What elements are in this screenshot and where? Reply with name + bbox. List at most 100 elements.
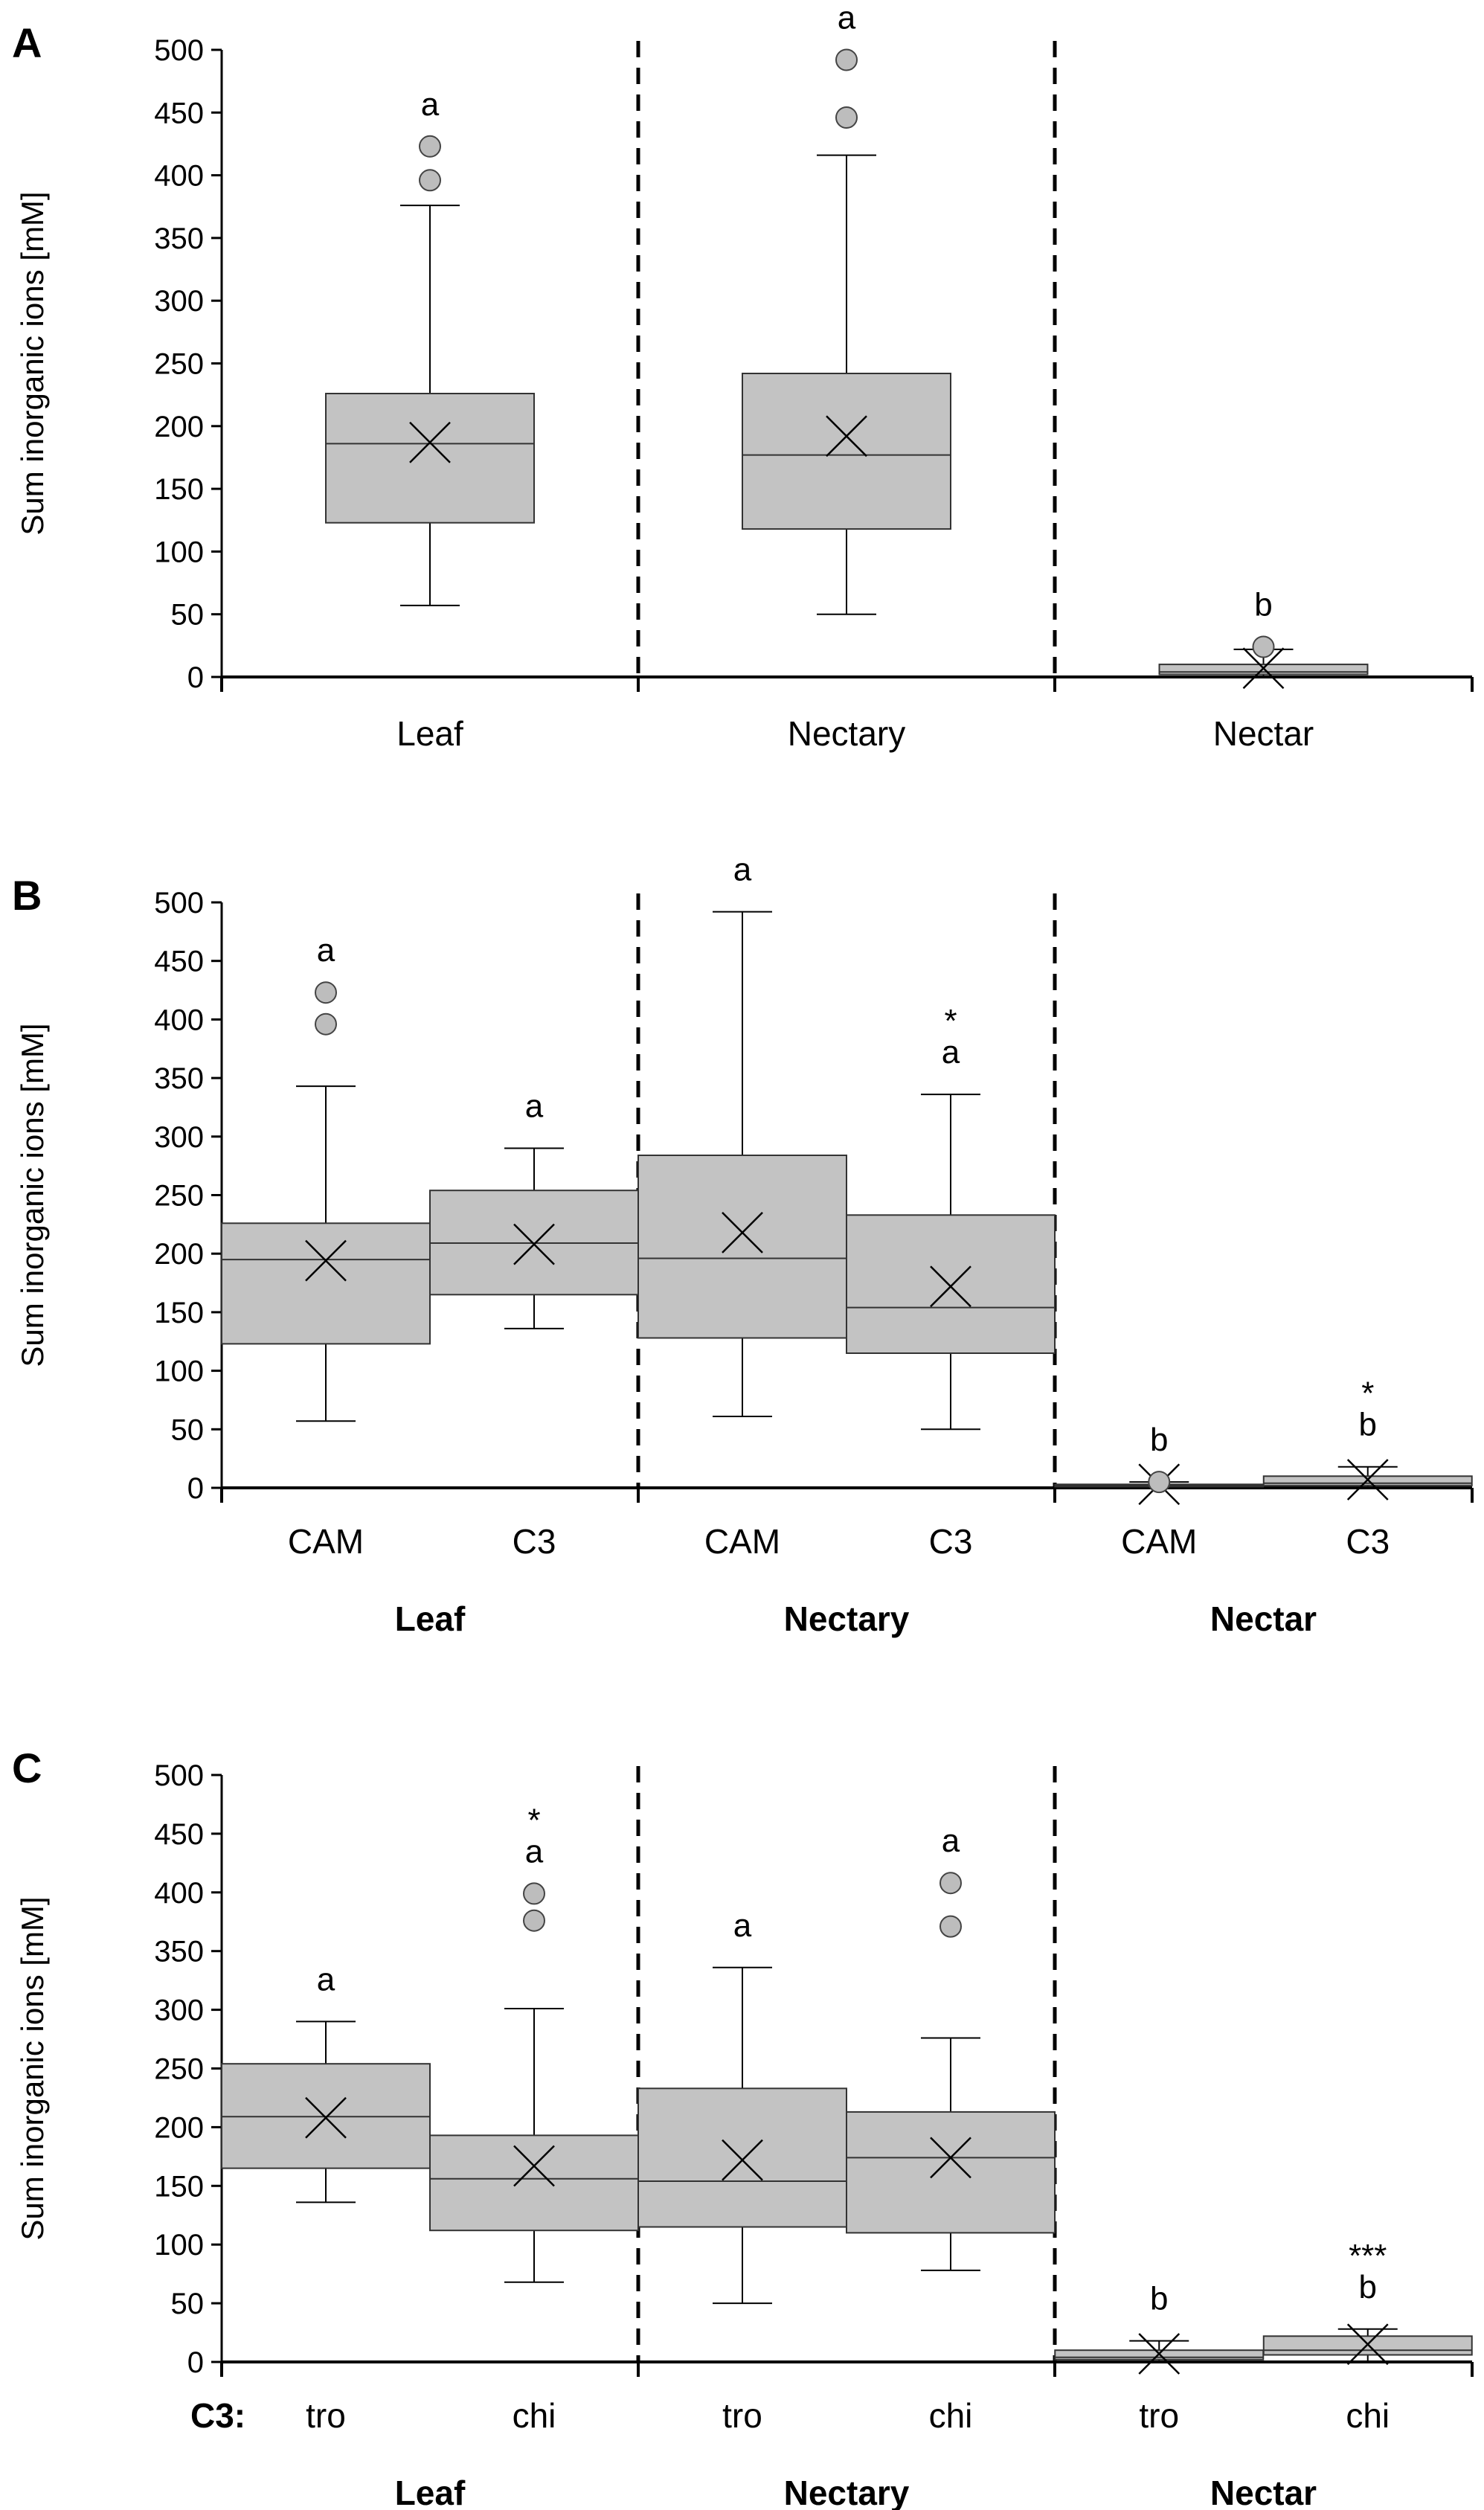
- box-c3: a C3: [429, 1088, 639, 1561]
- y-axis-label: Sum inorganic ions [mM]: [15, 1896, 50, 2240]
- outlier-point: [315, 981, 337, 1004]
- mean-marker: [722, 2139, 763, 2181]
- significance-letter: a: [317, 932, 335, 969]
- y-tick-label: 500: [154, 1759, 204, 1792]
- outlier-point: [1252, 635, 1275, 658]
- iqr-box: [742, 373, 951, 530]
- group-label: Nectary: [784, 1599, 910, 1638]
- mean-marker: [930, 2137, 971, 2179]
- category-label: C3: [929, 1522, 973, 1561]
- outlier-point: [1148, 1471, 1171, 1494]
- group-label: Nectar: [1210, 2474, 1317, 2510]
- significance-letter: b: [1150, 2281, 1168, 2317]
- box-cam: b CAM: [1054, 1422, 1265, 1561]
- y-tick-label: 450: [154, 97, 204, 129]
- category-label: CAM: [1121, 1522, 1197, 1561]
- y-tick-label: 350: [154, 1936, 204, 1968]
- outlier-point: [315, 1012, 337, 1036]
- y-tick-label: 200: [154, 1238, 204, 1271]
- box-tro: b tro: [1054, 2281, 1265, 2435]
- mean-marker: [1242, 647, 1285, 690]
- y-tick-label: 200: [154, 411, 204, 443]
- iqr-box: [429, 2134, 639, 2232]
- panel-letter: B: [12, 872, 42, 919]
- box-nectary: a: [742, 0, 951, 615]
- group-label: Leaf: [395, 1599, 466, 1638]
- y-tick-label: 0: [187, 661, 204, 694]
- mean-marker: [305, 1239, 347, 1282]
- y-tick-label: 200: [154, 2111, 204, 2144]
- y-axis-label: Sum inorganic ions [mM]: [15, 1023, 50, 1367]
- category-label: tro: [722, 2396, 762, 2435]
- box-cam: a CAM: [637, 852, 847, 1561]
- y-tick-label: 450: [154, 1818, 204, 1851]
- y-tick-label: 250: [154, 2053, 204, 2086]
- significance-letter: a: [733, 852, 752, 888]
- significance-letter: a: [421, 86, 440, 123]
- significance-letter: a: [525, 1833, 544, 1869]
- outlier-point: [419, 135, 441, 158]
- panel-b: B Sum inorganic ions [mM] 0 50 100 150 200 250 3…: [12, 852, 1474, 1638]
- y-tick-label: 450: [154, 946, 204, 978]
- y-tick-label: 350: [154, 222, 204, 255]
- iqr-box: [846, 2111, 1056, 2234]
- panel-letter: C: [12, 1745, 42, 1791]
- y-tick-label: 500: [154, 34, 204, 67]
- mean-marker: [513, 1223, 555, 1265]
- significance-letter: b: [1359, 1407, 1377, 1443]
- y-tick-label: 150: [154, 1297, 204, 1329]
- category-label: chi: [513, 2396, 556, 2435]
- y-tick-label: 0: [187, 1472, 204, 1505]
- y-tick-label: 250: [154, 348, 204, 381]
- y-tick-label: 100: [154, 536, 204, 568]
- category-label: chi: [1346, 2396, 1390, 2435]
- outlier-point: [835, 48, 858, 71]
- category-label: tro: [1139, 2396, 1179, 2435]
- significance-star: ***: [1349, 2238, 1387, 2274]
- iqr-box: [221, 1222, 431, 1345]
- box-nectar: b: [1158, 587, 1369, 690]
- y-tick-label: 300: [154, 1121, 204, 1154]
- category-label: C3: [513, 1522, 556, 1561]
- iqr-box: [637, 2087, 847, 2228]
- mean-marker: [930, 1265, 971, 1308]
- y-tick-label: 150: [154, 473, 204, 506]
- y-tick-label: 400: [154, 1877, 204, 1910]
- y-tick-label: 400: [154, 160, 204, 193]
- group-label: Nectar: [1213, 714, 1314, 753]
- y-tick-label: 300: [154, 285, 204, 318]
- mean-marker: [1346, 2323, 1389, 2366]
- outlier-point: [523, 1882, 545, 1905]
- mean-marker: [722, 1212, 763, 1254]
- outlier-point: [523, 1909, 545, 1932]
- significance-letter: b: [1150, 1422, 1168, 1458]
- significance-star: *: [527, 1802, 540, 1838]
- mean-marker: [513, 2145, 555, 2187]
- category-label: CAM: [704, 1522, 780, 1561]
- y-tick-label: 50: [171, 1413, 205, 1446]
- iqr-box: [325, 393, 535, 524]
- y-tick-label: 50: [171, 2288, 205, 2320]
- significance-letter: b: [1254, 587, 1272, 623]
- box-c3: b* C3: [1262, 1376, 1473, 1561]
- box-chi: a* chi: [429, 1802, 639, 2435]
- box-cam: a CAM: [221, 932, 431, 1561]
- y-tick-label: 500: [154, 887, 204, 919]
- box-chi: a chi: [846, 1823, 1056, 2435]
- group-label: Leaf: [395, 2474, 466, 2510]
- panel-c: C Sum inorganic ions [mM] 0 50 100 150 200 250 3…: [12, 1745, 1474, 2510]
- panel-a: A Sum inorganic ions [mM] 0 50 100 150 200 250 3…: [12, 0, 1474, 753]
- panel-letter: A: [12, 19, 42, 66]
- y-tick-label: 400: [154, 1004, 204, 1036]
- box-leaf: a: [325, 86, 535, 606]
- significance-letter: a: [942, 1823, 960, 1859]
- significance-letter: a: [317, 1961, 335, 1997]
- y-tick-label: 100: [154, 2229, 204, 2262]
- category-label: CAM: [288, 1522, 364, 1561]
- row-label: C3:: [190, 2396, 245, 2435]
- y-tick-label: 300: [154, 1994, 204, 2027]
- box-tro: a tro: [637, 1907, 847, 2435]
- y-tick-label: 350: [154, 1062, 204, 1095]
- group-label: Nectary: [788, 714, 905, 753]
